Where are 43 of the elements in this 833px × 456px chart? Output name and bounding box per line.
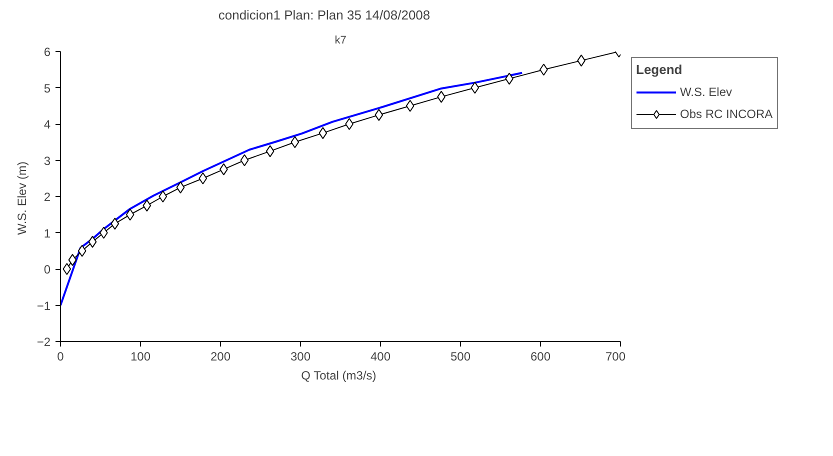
point: [198, 172, 208, 184]
y-tick-label: 5: [44, 81, 51, 96]
point: [374, 108, 384, 121]
legend-label: Obs RC INCORA: [680, 107, 773, 121]
y-tick-label: 0: [44, 262, 51, 276]
point: [176, 181, 185, 194]
y-tick-label: 4: [44, 118, 51, 132]
y-tick-label: −2: [36, 335, 51, 349]
x-tick-label: 700: [605, 350, 626, 364]
point: [110, 218, 120, 230]
line-series: [60, 72, 524, 306]
point: [78, 244, 86, 257]
point: [158, 190, 168, 202]
point: [142, 200, 152, 212]
y-tick-label: 3: [44, 154, 51, 168]
point: [345, 118, 354, 130]
point: [88, 236, 97, 248]
point: [68, 254, 77, 266]
x-tick-label: 0: [57, 350, 64, 364]
point: [126, 208, 134, 221]
y-tick-label: −1: [36, 298, 51, 313]
point: [290, 136, 300, 148]
x-tick-label: 300: [290, 350, 311, 364]
chart-title: condicion1 Plan: Plan 35 14/08/2008: [218, 8, 430, 22]
y-tick-label: 2: [44, 190, 51, 204]
chart-subtitle: k7: [334, 34, 346, 46]
point: [318, 127, 328, 140]
y-axis-title: W.S. Elev (m): [14, 161, 29, 235]
x-tick-label: 500: [450, 350, 471, 364]
x-tick-label: 600: [530, 350, 551, 364]
point: [266, 145, 274, 158]
x-tick-label: 200: [210, 350, 231, 364]
point: [240, 154, 249, 166]
x-axis-title: Q Total (m3/s): [301, 368, 376, 382]
legend-label: W.S. Elev: [680, 85, 732, 99]
x-tick-label: 100: [130, 350, 151, 364]
x-tick-label: 400: [370, 350, 391, 364]
point: [62, 263, 72, 275]
point: [470, 82, 480, 94]
point: [406, 100, 414, 112]
y-tick-label: 1: [44, 226, 51, 240]
y-tick-label: 6: [44, 45, 51, 59]
legend-title: Legend: [636, 62, 684, 77]
